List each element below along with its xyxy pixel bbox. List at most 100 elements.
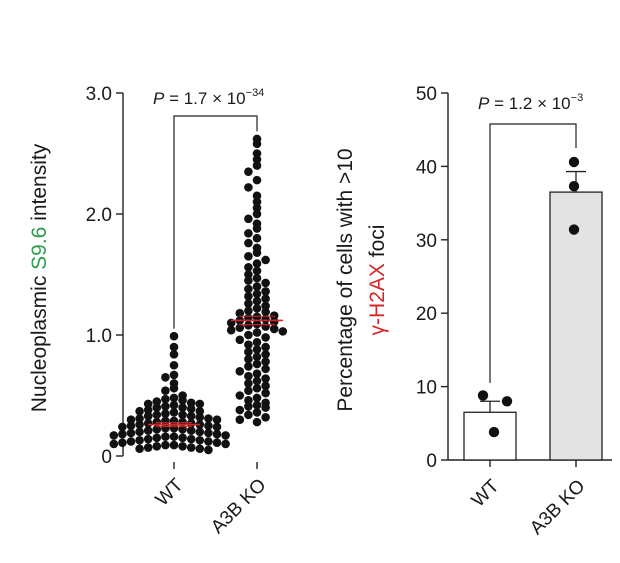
data-point xyxy=(244,299,253,308)
data-point xyxy=(235,323,245,333)
data-point xyxy=(169,408,179,417)
data-point xyxy=(244,262,253,272)
x-category-label: A3B KO xyxy=(526,476,589,539)
data-point xyxy=(278,327,288,336)
data-point xyxy=(235,367,245,376)
data-point xyxy=(161,440,170,450)
data-point xyxy=(169,370,179,380)
data-point xyxy=(568,156,580,168)
data-point xyxy=(261,364,270,374)
data-point xyxy=(261,333,270,342)
data-point xyxy=(212,415,222,425)
data-point xyxy=(244,214,253,224)
y-tick-label: 0 xyxy=(101,447,112,468)
y-axis-label-s96: S9.6 xyxy=(28,227,51,270)
data-point xyxy=(126,428,136,438)
data-point xyxy=(252,259,262,268)
data-point xyxy=(244,306,253,316)
data-point xyxy=(252,289,262,299)
data-point xyxy=(244,238,253,248)
y-axis-label: Percentage of cells with >10 xyxy=(334,148,357,411)
data-point xyxy=(195,427,205,437)
data-point xyxy=(261,255,270,265)
data-point xyxy=(244,229,253,238)
data-point xyxy=(252,224,262,233)
data-point xyxy=(221,431,230,440)
bar-series xyxy=(463,156,603,467)
data-point xyxy=(143,405,153,415)
data-point xyxy=(143,434,153,444)
data-point xyxy=(152,425,162,434)
p-value-label: P = 1.2 × 10−3 xyxy=(478,92,583,113)
x-category-label: A3B KO xyxy=(207,475,270,538)
dot-series xyxy=(109,134,288,455)
data-point xyxy=(252,337,262,347)
data-point xyxy=(161,386,170,395)
data-point xyxy=(143,399,153,409)
data-point xyxy=(252,161,262,170)
data-point xyxy=(261,322,270,331)
data-point xyxy=(252,273,262,283)
data-point xyxy=(261,357,270,366)
data-point xyxy=(143,426,153,435)
data-point xyxy=(186,443,196,452)
data-point xyxy=(244,167,253,176)
data-point xyxy=(244,291,253,301)
data-point xyxy=(252,369,262,379)
data-point xyxy=(252,376,262,386)
data-point xyxy=(252,319,262,329)
data-point xyxy=(126,415,136,425)
data-point xyxy=(244,321,253,330)
data-point xyxy=(186,398,196,408)
data-point xyxy=(152,442,162,451)
data-point xyxy=(161,394,170,404)
data-point xyxy=(568,181,580,192)
data-point xyxy=(235,415,245,425)
y-axis-label-part: foci xyxy=(366,225,389,264)
data-point xyxy=(244,410,253,420)
data-point xyxy=(135,420,144,429)
data-point xyxy=(252,155,262,164)
data-point xyxy=(221,439,230,449)
data-point xyxy=(235,405,245,415)
data-point xyxy=(261,342,270,352)
data-point xyxy=(244,347,253,357)
data-point xyxy=(252,266,262,276)
data-point xyxy=(169,360,179,370)
data-point xyxy=(477,390,489,401)
data-point xyxy=(252,209,262,219)
y-tick-label: 2.0 xyxy=(86,205,112,226)
y-tick-label: 20 xyxy=(416,304,437,325)
x-axis-categories: WT A3B KO xyxy=(152,462,271,538)
data-point xyxy=(135,427,144,437)
y-axis-label-part: intensity xyxy=(28,143,51,226)
data-point xyxy=(152,403,162,412)
data-point xyxy=(152,433,162,443)
data-point xyxy=(195,406,205,416)
y-axis-label-part: Nucleoplasmic xyxy=(28,270,51,412)
data-point xyxy=(568,224,580,235)
data-point xyxy=(261,287,270,296)
significance-bracket xyxy=(489,123,577,383)
data-point xyxy=(195,399,205,409)
p-exponent: −3 xyxy=(571,92,584,104)
data-point xyxy=(252,383,262,393)
data-point xyxy=(169,400,179,410)
data-point xyxy=(252,345,262,354)
p-symbol: P xyxy=(153,89,165,108)
y-tick-label: 30 xyxy=(416,231,437,252)
p-text: = 1.2 × 10 xyxy=(489,94,570,113)
data-point xyxy=(169,350,179,359)
significance-bracket xyxy=(173,115,258,329)
data-point xyxy=(169,342,179,352)
data-point xyxy=(169,393,179,403)
data-point xyxy=(261,350,270,359)
data-point xyxy=(244,379,253,388)
data-point xyxy=(135,435,144,445)
data-point xyxy=(135,406,144,416)
data-point xyxy=(161,402,170,411)
data-point xyxy=(126,437,136,446)
data-point xyxy=(212,422,222,432)
data-point xyxy=(261,388,270,398)
data-point xyxy=(252,139,262,149)
